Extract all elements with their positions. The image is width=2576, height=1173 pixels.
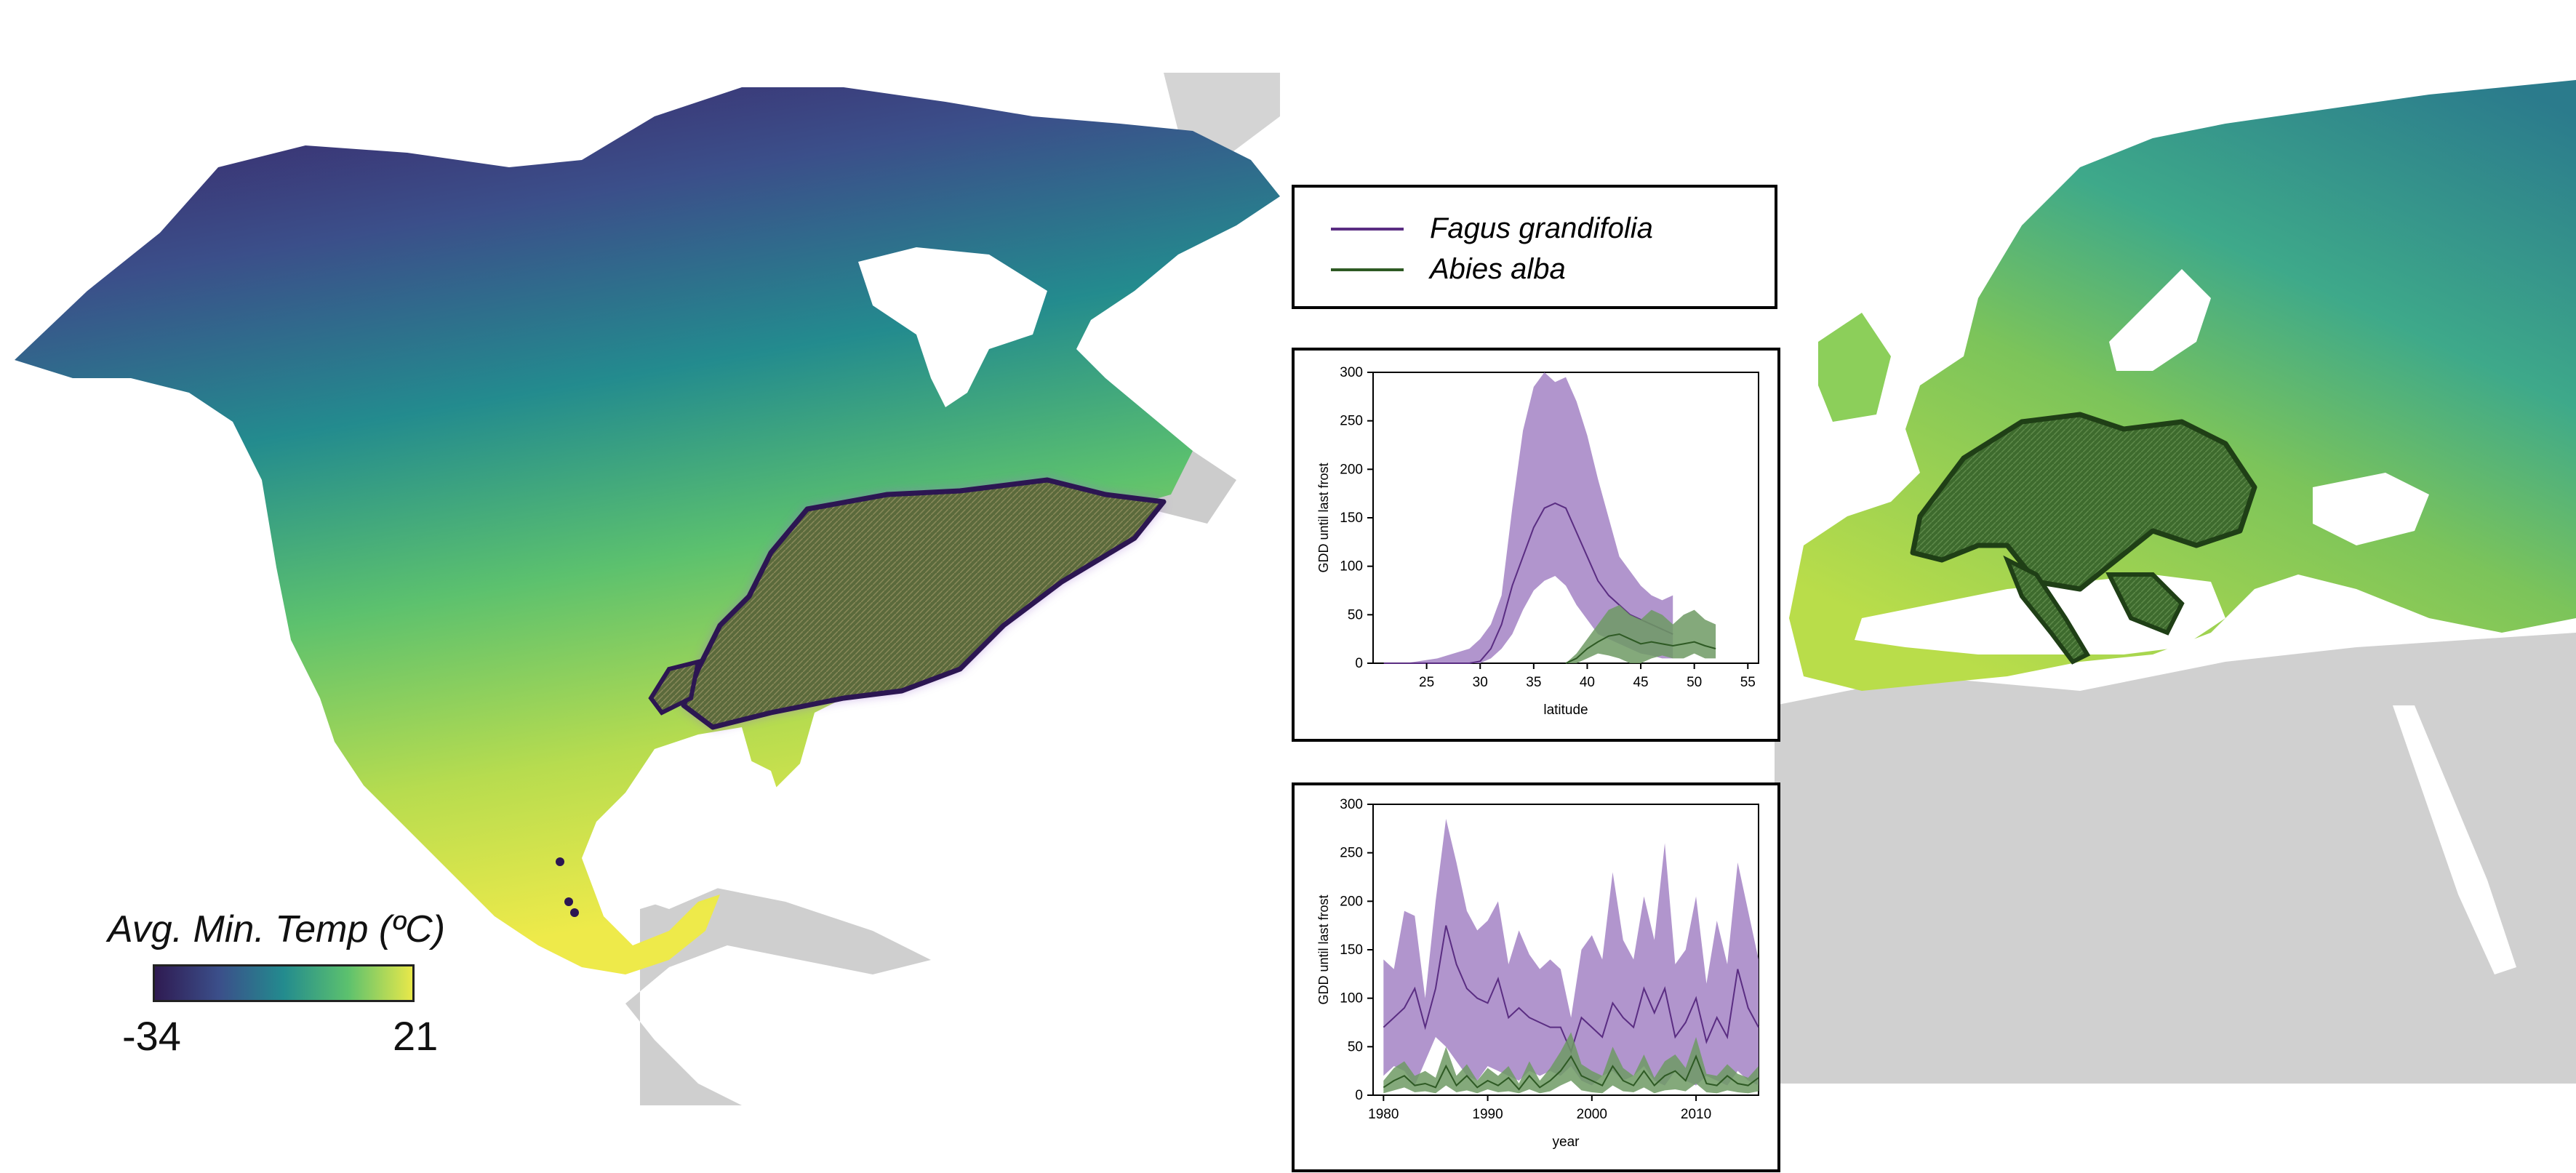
africa-middle-east-land <box>1775 633 2576 1084</box>
y-tick-label: 300 <box>1340 797 1363 812</box>
red-sea <box>2393 705 2516 974</box>
y-tick-label: 150 <box>1340 942 1363 958</box>
legend-label-abies: Abies alba <box>1430 253 1566 285</box>
fagus-range-na <box>681 477 1167 730</box>
x-tick-label: 50 <box>1687 675 1702 690</box>
x-tick-label: 25 <box>1419 675 1434 690</box>
legend: Fagus grandifolia Abies alba <box>1292 185 1777 309</box>
y-tick-label: 50 <box>1348 607 1363 622</box>
x-tick-label: 30 <box>1473 675 1488 690</box>
fagus-outlier-west <box>648 658 701 716</box>
band-fagus <box>1383 372 1673 663</box>
x-axis-label: latitude <box>1543 702 1588 718</box>
legend-swatch-abies <box>1331 268 1404 271</box>
y-tick-label: 200 <box>1340 462 1363 477</box>
baltic-sea <box>2109 269 2211 371</box>
mean-line-fagus <box>1383 502 1673 664</box>
fagus-point-mexico-3 <box>570 908 579 917</box>
x-tick-label: 35 <box>1526 675 1541 690</box>
x-tick-label: 1990 <box>1472 1107 1503 1122</box>
temperature-colorbar <box>153 964 415 1002</box>
x-tick-label: 1980 <box>1368 1107 1399 1122</box>
y-tick-label: 250 <box>1340 846 1363 861</box>
british-isles <box>1818 313 1891 422</box>
legend-item-abies: Abies alba <box>1331 253 1566 286</box>
legend-swatch-fagus <box>1331 227 1404 231</box>
fagus-point-mexico-2 <box>564 897 573 906</box>
y-tick-label: 150 <box>1340 511 1363 526</box>
colorbar-min-label: -34 <box>122 1013 181 1059</box>
legend-label-fagus: Fagus grandifolia <box>1430 212 1653 244</box>
caribbean-land <box>625 887 931 1105</box>
abies-range-balkans <box>2105 572 2185 636</box>
mean-line-abies <box>1383 1054 1759 1091</box>
x-tick-label: 45 <box>1633 675 1648 690</box>
fagus-point-mexico-1 <box>556 857 564 866</box>
y-tick-label: 300 <box>1340 365 1363 380</box>
abies-range-italy <box>2003 555 2091 665</box>
mean-line-abies <box>1565 633 1716 664</box>
y-tick-label: 200 <box>1340 894 1363 909</box>
y-tick-label: 0 <box>1355 656 1363 671</box>
europe-map <box>1775 80 2576 1084</box>
abies-range-eu <box>1910 412 2257 592</box>
gdd-year-plot: 0 50 100 150 200 250 300 1980 1990 2000 2010 year GD… <box>1316 797 1759 1150</box>
band-abies <box>1383 1032 1759 1094</box>
hudson-bay <box>858 247 1047 407</box>
gdd-latitude-plot: 0 50 100 150 200 250 300 25 30 35 40 45 50 55 latitude… <box>1316 365 1759 718</box>
north-america-map <box>15 73 1280 1105</box>
y-tick-label: 100 <box>1340 991 1363 1006</box>
colorbar-title: Avg. Min. Temp (ºC) <box>108 908 446 950</box>
x-tick-label: 40 <box>1580 675 1595 690</box>
x-tick-label: 2000 <box>1577 1107 1607 1122</box>
band-abies <box>1566 605 1716 663</box>
legend-item-fagus: Fagus grandifolia <box>1331 212 1653 245</box>
black-sea <box>2313 473 2429 545</box>
gdd-latitude-plot-panel: 0 50 100 150 200 250 300 25 30 35 40 45 50 55 latitude… <box>1292 348 1780 742</box>
x-axis-label: year <box>1553 1134 1580 1150</box>
y-tick-label: 250 <box>1340 414 1363 429</box>
colorbar-max-label: 21 <box>393 1013 439 1059</box>
x-tick-label: 55 <box>1740 675 1756 690</box>
x-tick-label: 2010 <box>1681 1107 1711 1122</box>
gulf-of-mexico <box>618 749 785 909</box>
y-tick-label: 50 <box>1348 1039 1363 1054</box>
y-axis-label: GDD until last frost <box>1316 894 1331 1004</box>
y-tick-label: 100 <box>1340 559 1363 575</box>
y-tick-label: 0 <box>1355 1088 1363 1103</box>
gdd-year-plot-panel: 0 50 100 150 200 250 300 1980 1990 2000 2010 year GD… <box>1292 782 1780 1172</box>
band-fagus <box>1383 819 1759 1086</box>
y-axis-label: GDD until last frost <box>1316 463 1331 572</box>
